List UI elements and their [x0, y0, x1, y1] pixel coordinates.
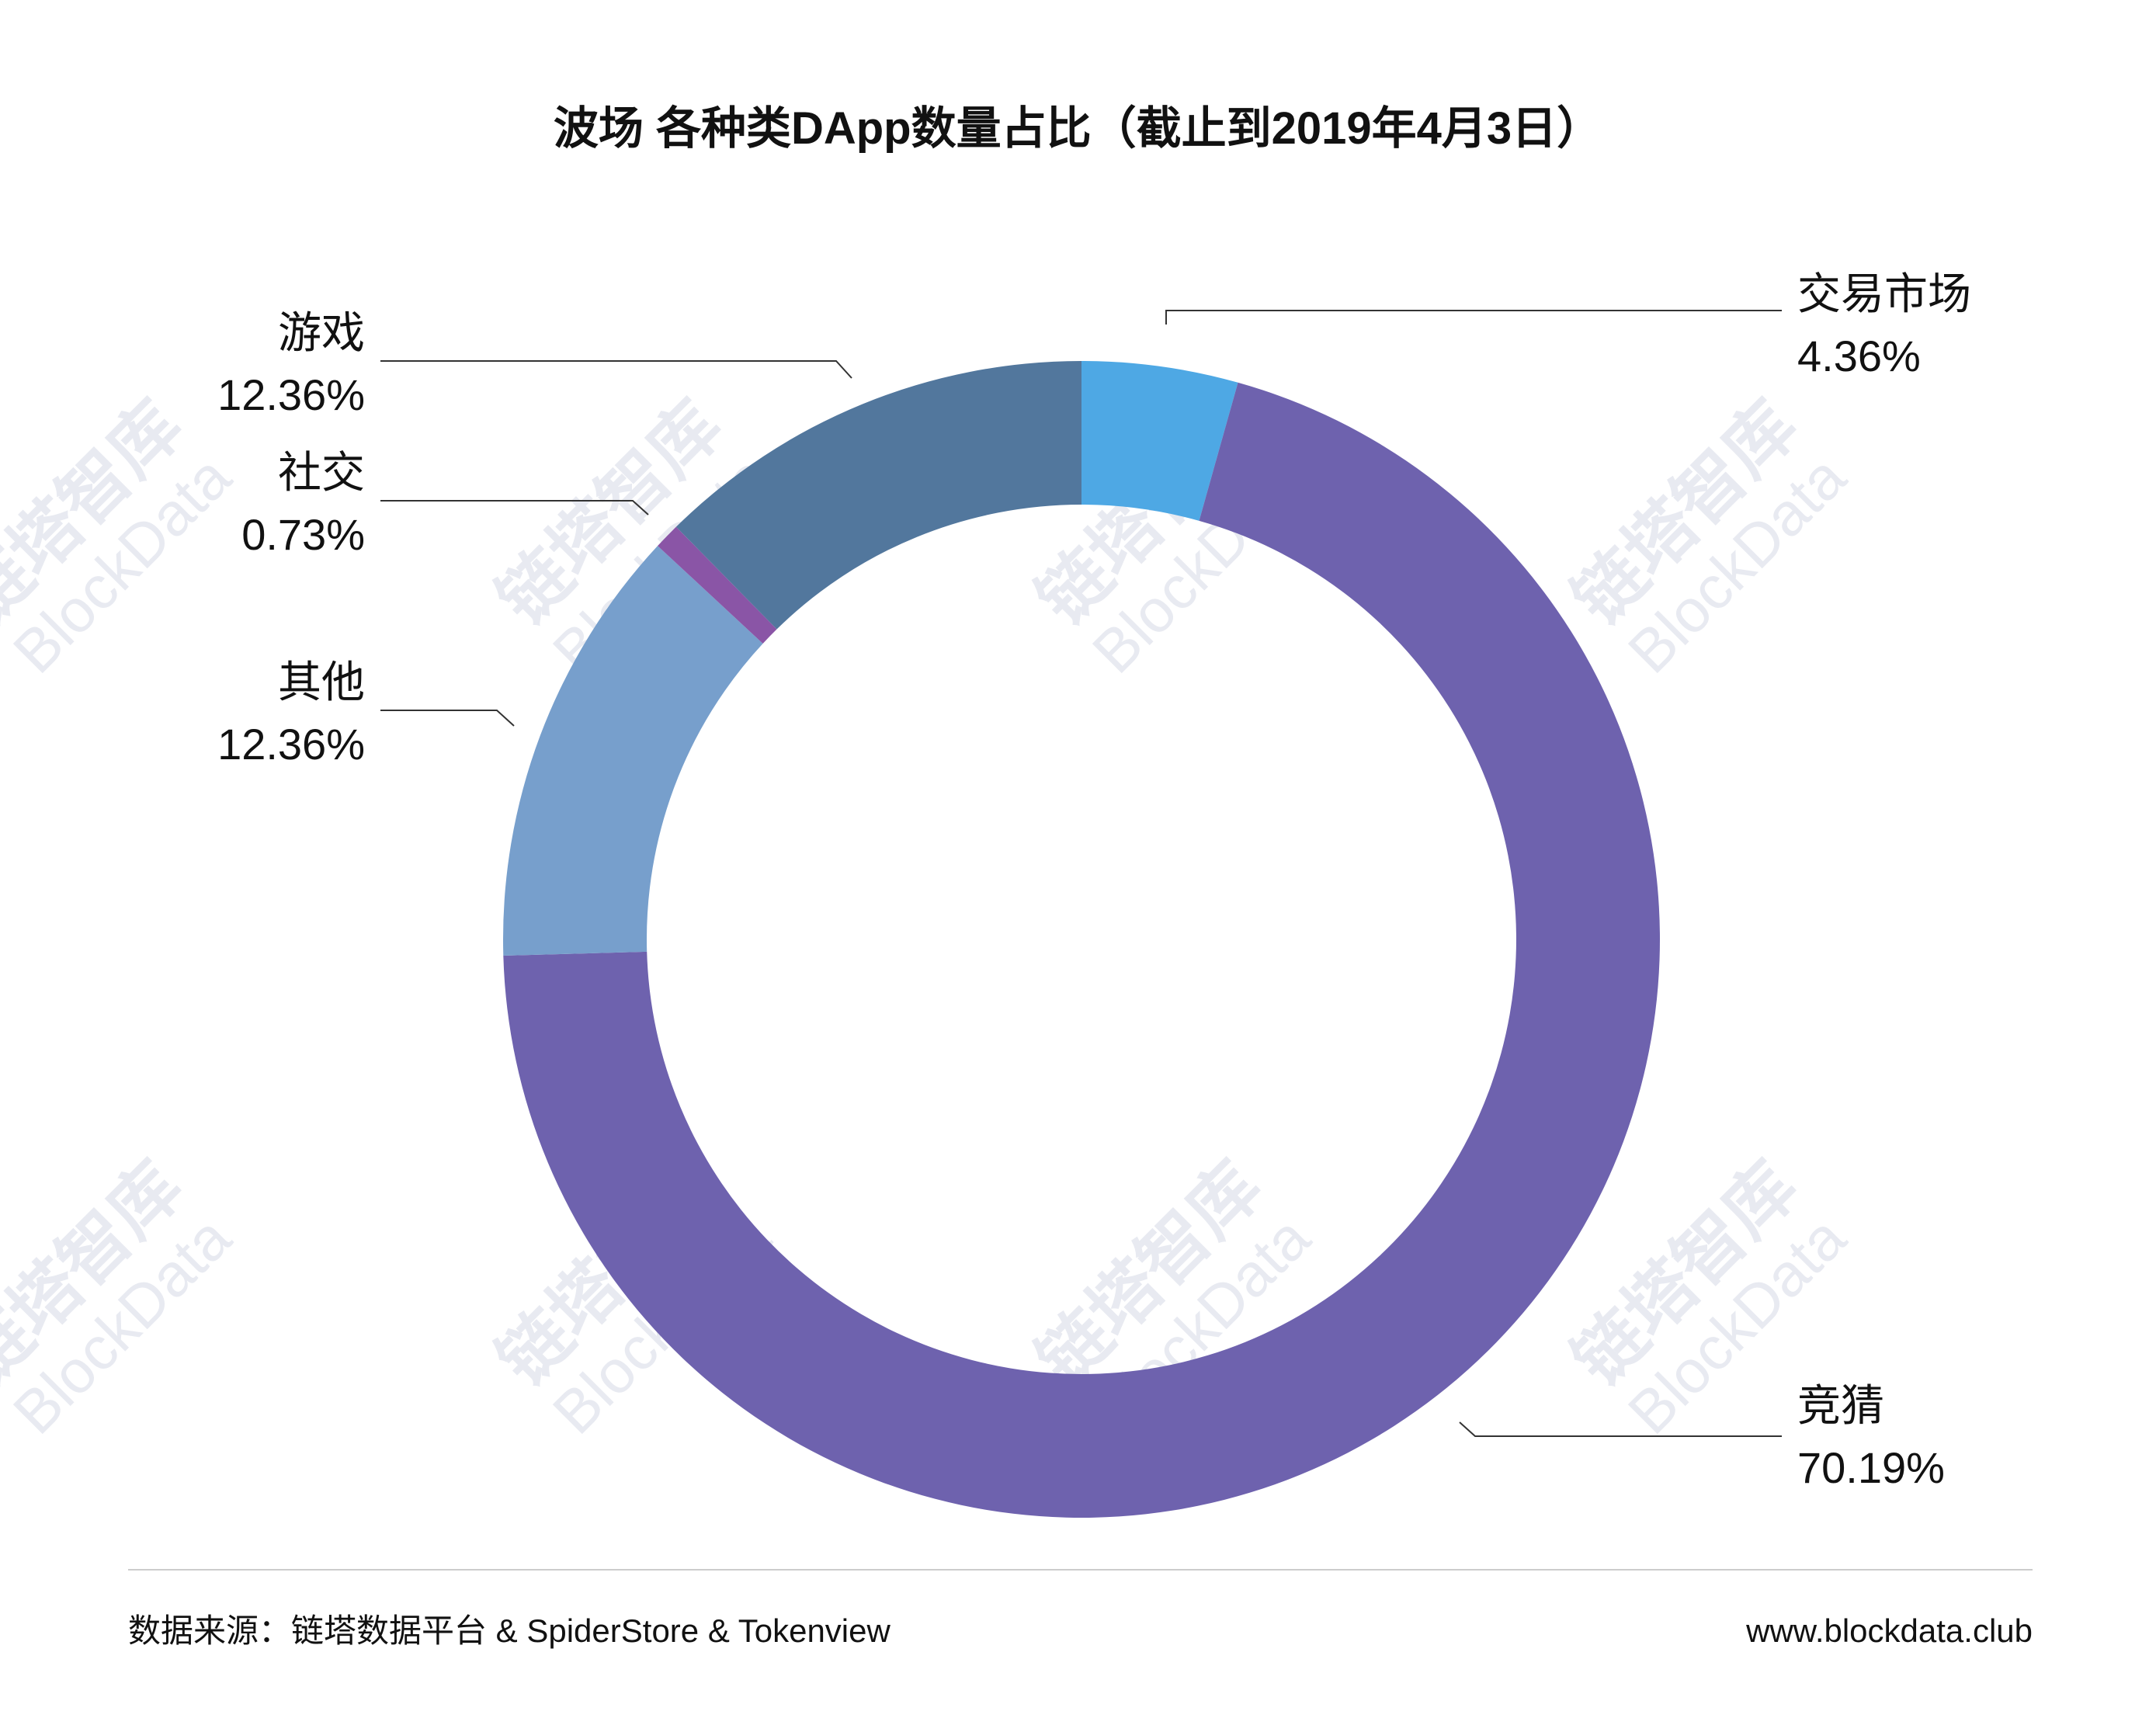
slice-name-label: 其他: [278, 658, 365, 706]
chart-title: 波场 各种类DApp数量占比（截止到2019年4月3日）: [554, 103, 1602, 154]
donut-slice: [658, 526, 777, 644]
slice-value-label: 4.36%: [1797, 331, 1921, 380]
footer-website[interactable]: www.blockdata.club: [1745, 1612, 2033, 1649]
donut-slice: [503, 546, 763, 956]
slice-name-label: 社交: [278, 448, 365, 497]
slice-name-label: 交易市场: [1797, 269, 1971, 318]
leader-line: [1165, 310, 1782, 325]
slice-name-label: 游戏: [278, 308, 365, 357]
leader-lines: [380, 310, 1782, 1437]
slice-value-label: 12.36%: [217, 720, 365, 769]
donut-slice: [675, 361, 1081, 630]
slice-value-label: 0.73%: [241, 510, 365, 559]
slice-value-label: 12.36%: [217, 370, 365, 419]
leader-line: [380, 360, 852, 379]
leader-line: [380, 500, 649, 515]
donut-slice: [1081, 361, 1238, 521]
leader-line: [380, 710, 515, 727]
footer-source: 数据来源：链塔数据平台 & SpiderStore & Tokenview: [128, 1612, 891, 1649]
leader-line: [1459, 1421, 1782, 1437]
donut-slices: [503, 361, 1660, 1518]
slice-value-label: 70.19%: [1797, 1443, 1945, 1492]
slice-labels: 交易市场 4.36% 竞猜 70.19% 其他 12.36% 社交 0.73% 游戏 12.36%: [217, 269, 1971, 1492]
slice-name-label: 竞猜: [1797, 1381, 1884, 1430]
